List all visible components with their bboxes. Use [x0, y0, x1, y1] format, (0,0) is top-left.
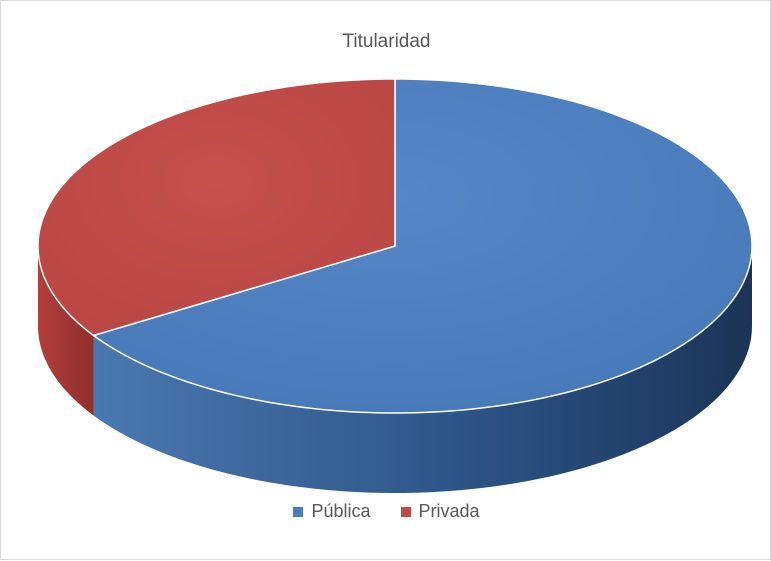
slice-side-privada	[38, 246, 94, 416]
legend-swatch-publica	[293, 506, 304, 517]
legend-swatch-privada	[400, 506, 411, 517]
legend-label-publica: Pública	[311, 501, 371, 521]
chart-title: Titularidad	[342, 31, 431, 52]
legend-label-privada: Privada	[418, 501, 480, 521]
legend-item-publica: Pública	[293, 501, 371, 522]
legend-item-privada: Privada	[400, 501, 480, 522]
pie-slice-privada	[37, 78, 396, 337]
pie-slice-publica	[92, 78, 753, 414]
legend: Pública Privada	[1, 501, 771, 522]
slice-side-publica	[93, 246, 752, 493]
